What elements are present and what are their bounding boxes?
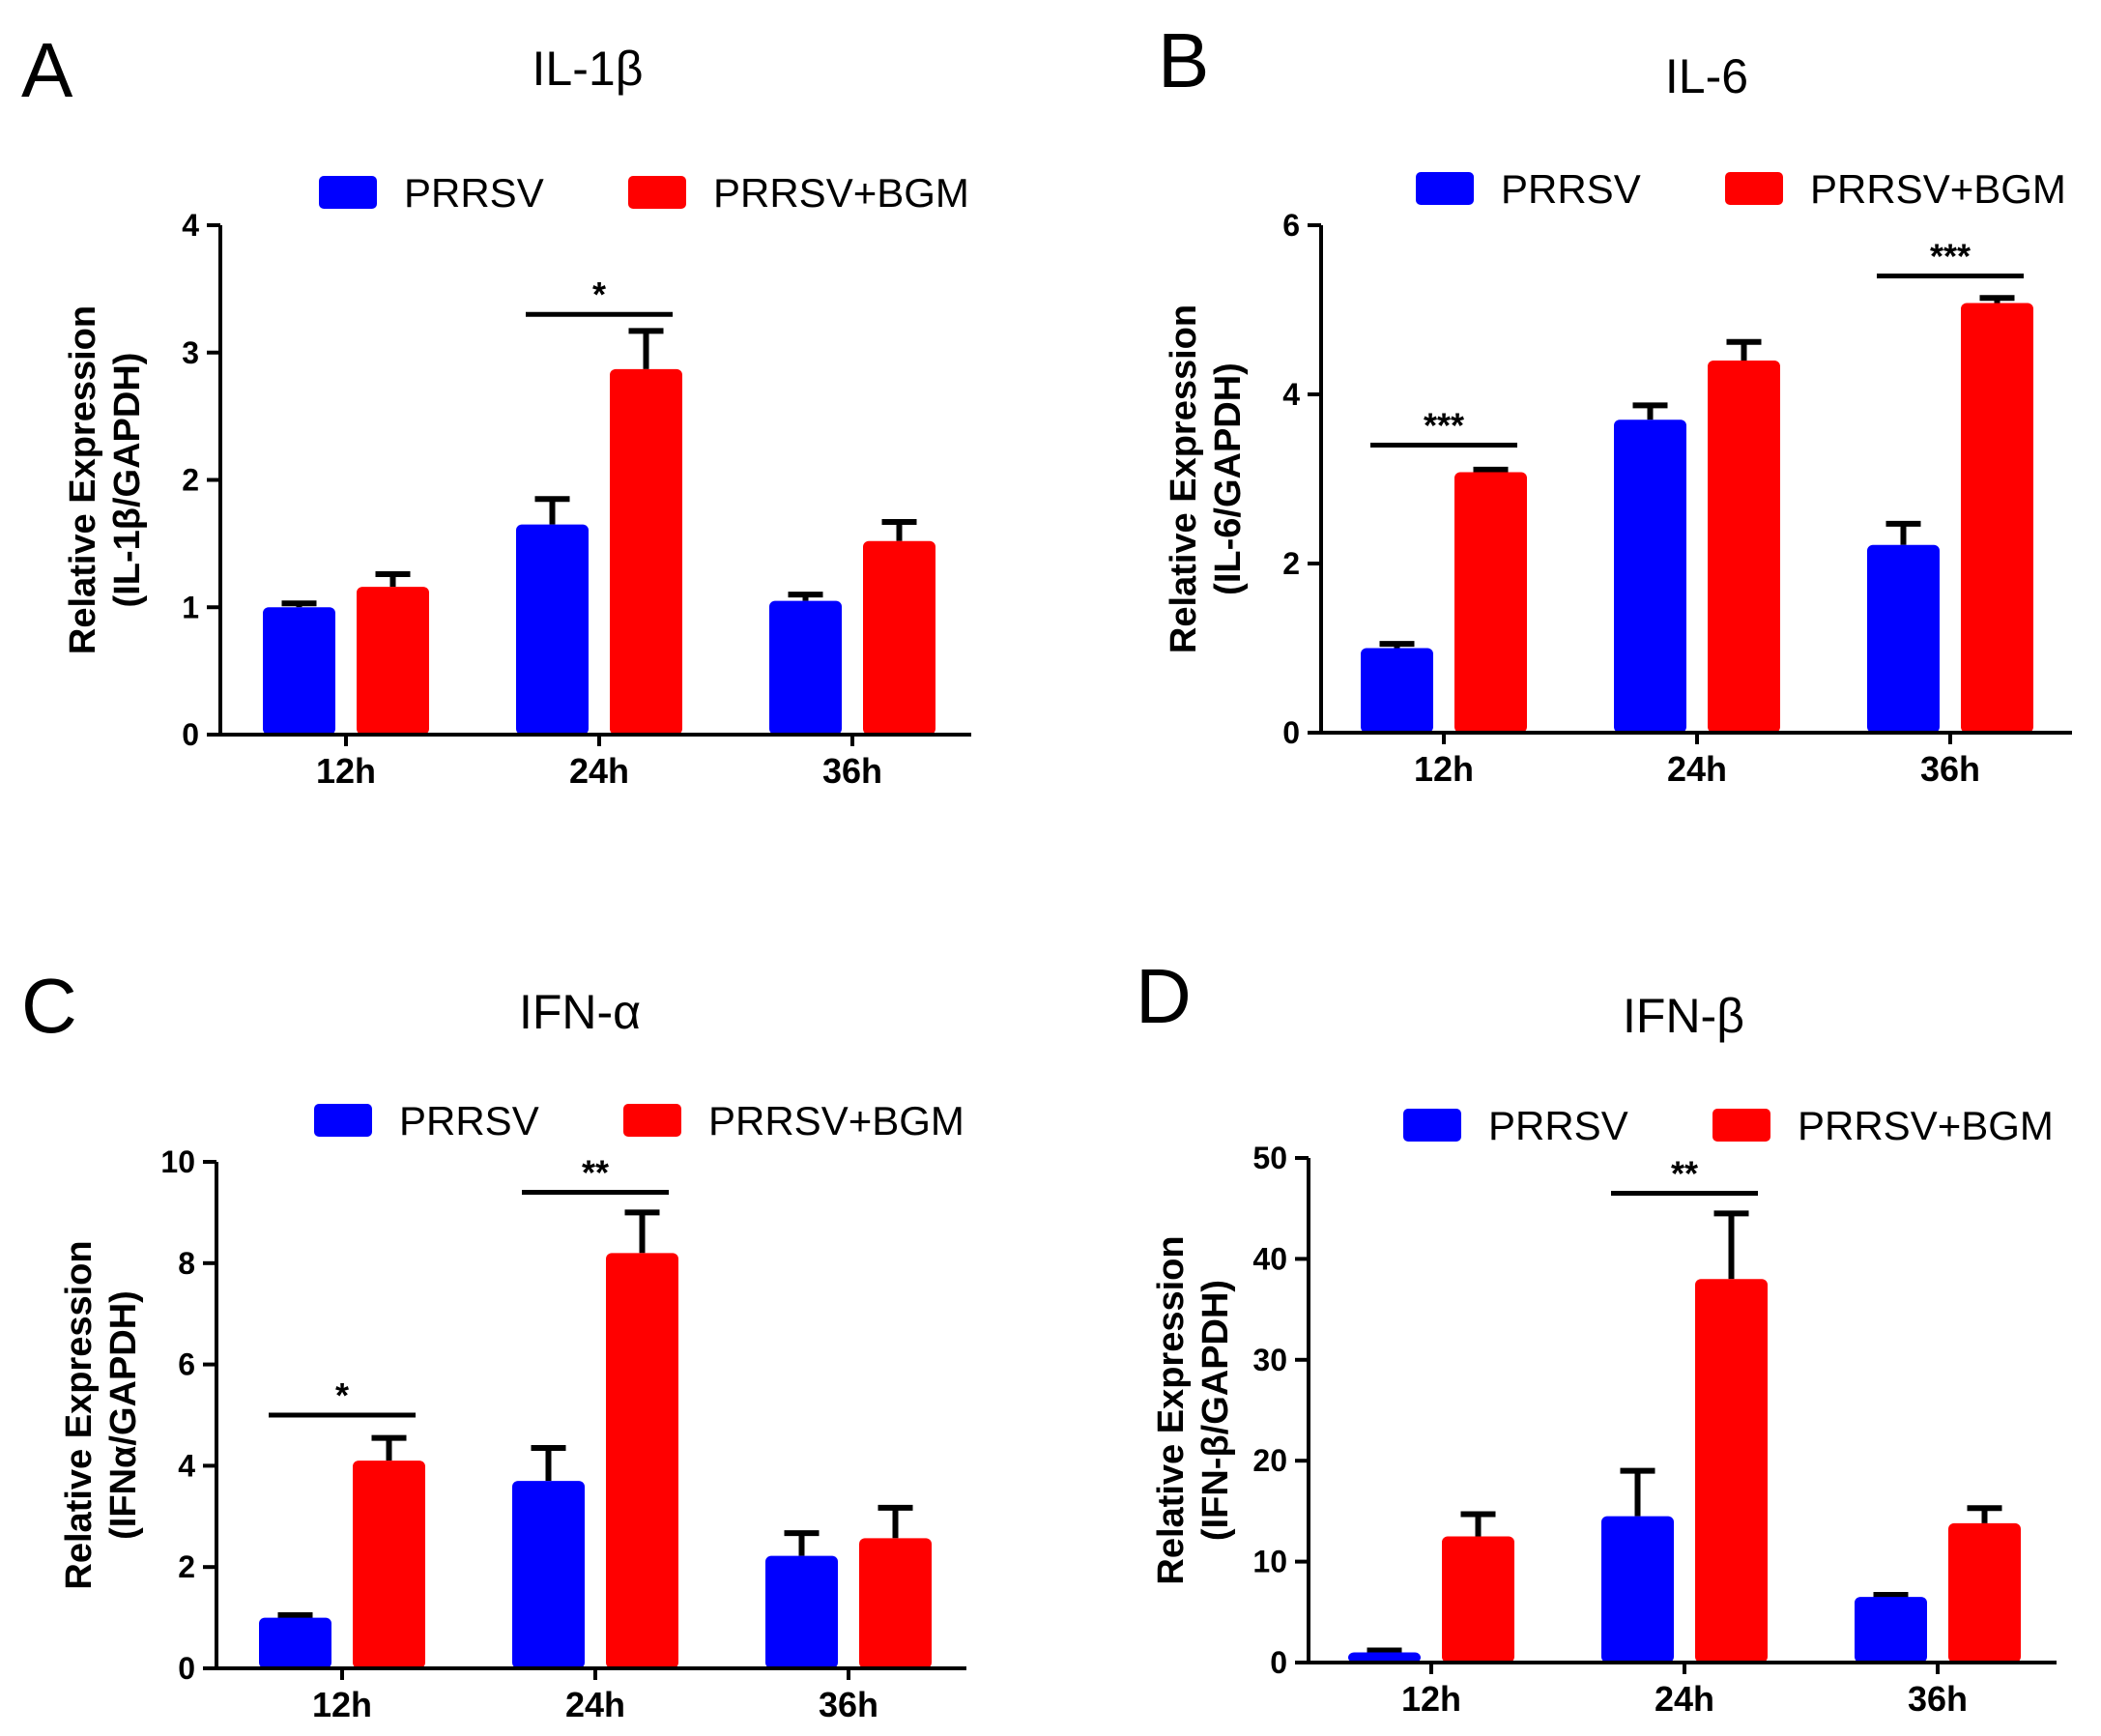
panel-c-bar-prrsv-12h [259, 1617, 331, 1668]
panel-c-ytick-label-5: 10 [160, 1144, 195, 1179]
panel-d-xtick-label-1: 24h [1655, 1679, 1714, 1719]
panel-b-title: IL-6 [1665, 49, 1748, 103]
panel-b-ylabel-line1: Relative Expression [1164, 304, 1204, 653]
panel-d-title: IFN-β [1623, 989, 1744, 1043]
panel-a-title: IL-1β [532, 42, 644, 96]
panel-a-legend-swatch-0 [319, 176, 377, 209]
panel-d-ytick-label-5: 50 [1252, 1141, 1287, 1175]
panel-c-xtick-label-2: 36h [819, 1685, 878, 1724]
panel-c-legend-label-0: PRRSV [399, 1098, 539, 1143]
panel-c-ylabel-line2: (IFNα/GAPDH) [103, 1290, 144, 1540]
panel-a-ylabel-line1: Relative Expression [63, 305, 103, 654]
panel-c-significance-label-1: ** [582, 1152, 609, 1192]
panel-c-bar-prrsv-36h [765, 1555, 838, 1668]
panel-b-ytick-label-3: 6 [1282, 208, 1300, 243]
panel-a-ylabel-line2: (IL-1β/GAPDH) [107, 353, 148, 608]
panel-b-bar-prrsv-bgm-24h [1708, 361, 1780, 733]
panel-d-bar-prrsv-24h [1601, 1516, 1674, 1663]
panel-c-letter: C [21, 963, 77, 1049]
panel-a-bar-prrsv-bgm-12h [357, 587, 429, 735]
panel-b-ytick-label-2: 4 [1282, 377, 1300, 412]
panel-a-legend-label-1: PRRSV+BGM [713, 170, 969, 216]
panel-b-xtick-label-2: 36h [1920, 749, 1980, 789]
panel-d-legend-swatch-0 [1403, 1109, 1461, 1142]
panel-a-bar-prrsv-bgm-24h [610, 368, 682, 735]
panel-a-xtick-label-0: 12h [316, 751, 376, 791]
panel-a-ytick-label-4: 4 [182, 208, 199, 243]
panel-d-xtick-label-0: 12h [1401, 1679, 1461, 1719]
panel-d-legend-swatch-1 [1712, 1109, 1770, 1142]
panel-b-bar-prrsv-24h [1614, 420, 1686, 733]
panel-d-ytick-label-3: 30 [1252, 1343, 1287, 1377]
panel-b-ytick-label-0: 0 [1282, 715, 1300, 750]
panel-c-ytick-label-2: 4 [178, 1448, 195, 1483]
panel-b-legend-label-1: PRRSV+BGM [1810, 166, 2066, 212]
panel-c-significance-label-0: * [335, 1375, 349, 1415]
panel-d-significance-label-0: ** [1671, 1154, 1698, 1194]
panel-a-legend-label-0: PRRSV [404, 170, 544, 216]
panel-a-ytick-label-3: 3 [182, 335, 199, 370]
panel-c-ytick-label-4: 8 [178, 1246, 195, 1281]
panel-b-significance-label-1: *** [1930, 237, 1971, 276]
panel-d-letter: D [1136, 953, 1192, 1039]
panel-d-xtick-label-2: 36h [1908, 1679, 1968, 1719]
panel-b-ytick-label-1: 2 [1282, 546, 1300, 581]
panel-d-ytick-label-0: 0 [1270, 1645, 1287, 1680]
panel-d-bar-prrsv-36h [1855, 1597, 1927, 1663]
panel-a-ytick-label-2: 2 [182, 463, 199, 498]
panel-b-bar-prrsv-bgm-12h [1454, 472, 1527, 733]
panel-a-ytick-label-1: 1 [182, 590, 199, 624]
panel-d-ylabel-line2: (IFN-β/GAPDH) [1195, 1280, 1236, 1541]
panel-c-ytick-label-3: 6 [178, 1347, 195, 1382]
panel-b-legend-swatch-1 [1725, 172, 1783, 205]
panel-a-bar-prrsv-24h [516, 524, 589, 735]
panel-a-bar-prrsv-36h [769, 600, 842, 735]
panel-b-xtick-label-0: 12h [1414, 749, 1474, 789]
panel-c-bar-prrsv-bgm-12h [353, 1461, 425, 1668]
panel-d-bar-prrsv-bgm-24h [1695, 1279, 1768, 1663]
panel-a-legend-swatch-1 [628, 176, 686, 209]
panel-b-legend-swatch-0 [1416, 172, 1474, 205]
panel-a-significance-label-0: * [592, 275, 606, 314]
panel-c-xtick-label-1: 24h [565, 1685, 625, 1724]
panel-d-ylabel-line1: Relative Expression [1151, 1235, 1192, 1584]
panel-c-bar-prrsv-24h [512, 1481, 585, 1668]
panel-a-bar-prrsv-bgm-36h [863, 540, 935, 735]
panel-b-ylabel-line2: (IL-6/GAPDH) [1208, 362, 1249, 595]
panel-c-legend-swatch-0 [314, 1104, 372, 1137]
panel-b-letter: B [1158, 17, 1209, 103]
panel-c-bar-prrsv-bgm-36h [859, 1538, 932, 1668]
panel-c-xtick-label-0: 12h [312, 1685, 372, 1724]
panel-b-significance-label-0: *** [1424, 406, 1464, 446]
panel-a-ytick-label-0: 0 [182, 717, 199, 752]
panel-d-legend-label-0: PRRSV [1488, 1103, 1628, 1148]
panel-b-bar-prrsv-36h [1867, 544, 1940, 733]
panel-a-xtick-label-1: 24h [569, 751, 629, 791]
panel-b-bar-prrsv-bgm-36h [1961, 303, 2033, 733]
panel-d-bar-prrsv-bgm-36h [1948, 1522, 2021, 1663]
panel-c-ytick-label-0: 0 [178, 1651, 195, 1686]
panel-b-bar-prrsv-12h [1361, 648, 1433, 733]
panel-d-ytick-label-4: 40 [1252, 1241, 1287, 1276]
panel-a-letter: A [21, 27, 73, 113]
panel-b-legend-label-0: PRRSV [1501, 166, 1641, 212]
panel-c-title: IFN-α [519, 985, 641, 1039]
panel-d-ytick-label-2: 20 [1252, 1443, 1287, 1478]
panel-c-legend-swatch-1 [623, 1104, 681, 1137]
panel-a-xtick-label-2: 36h [822, 751, 882, 791]
panel-d-bar-prrsv-12h [1348, 1652, 1421, 1663]
panel-d-legend-label-1: PRRSV+BGM [1798, 1103, 2054, 1148]
panel-c-legend-label-1: PRRSV+BGM [708, 1098, 964, 1143]
panel-c-ylabel-line1: Relative Expression [59, 1240, 100, 1589]
panel-d-ytick-label-1: 10 [1252, 1545, 1287, 1579]
panel-c-bar-prrsv-bgm-24h [606, 1253, 678, 1668]
panel-a-bar-prrsv-12h [263, 607, 335, 735]
panel-c-ytick-label-1: 2 [178, 1549, 195, 1584]
panel-d-bar-prrsv-bgm-12h [1442, 1536, 1514, 1663]
panel-b-xtick-label-1: 24h [1667, 749, 1727, 789]
